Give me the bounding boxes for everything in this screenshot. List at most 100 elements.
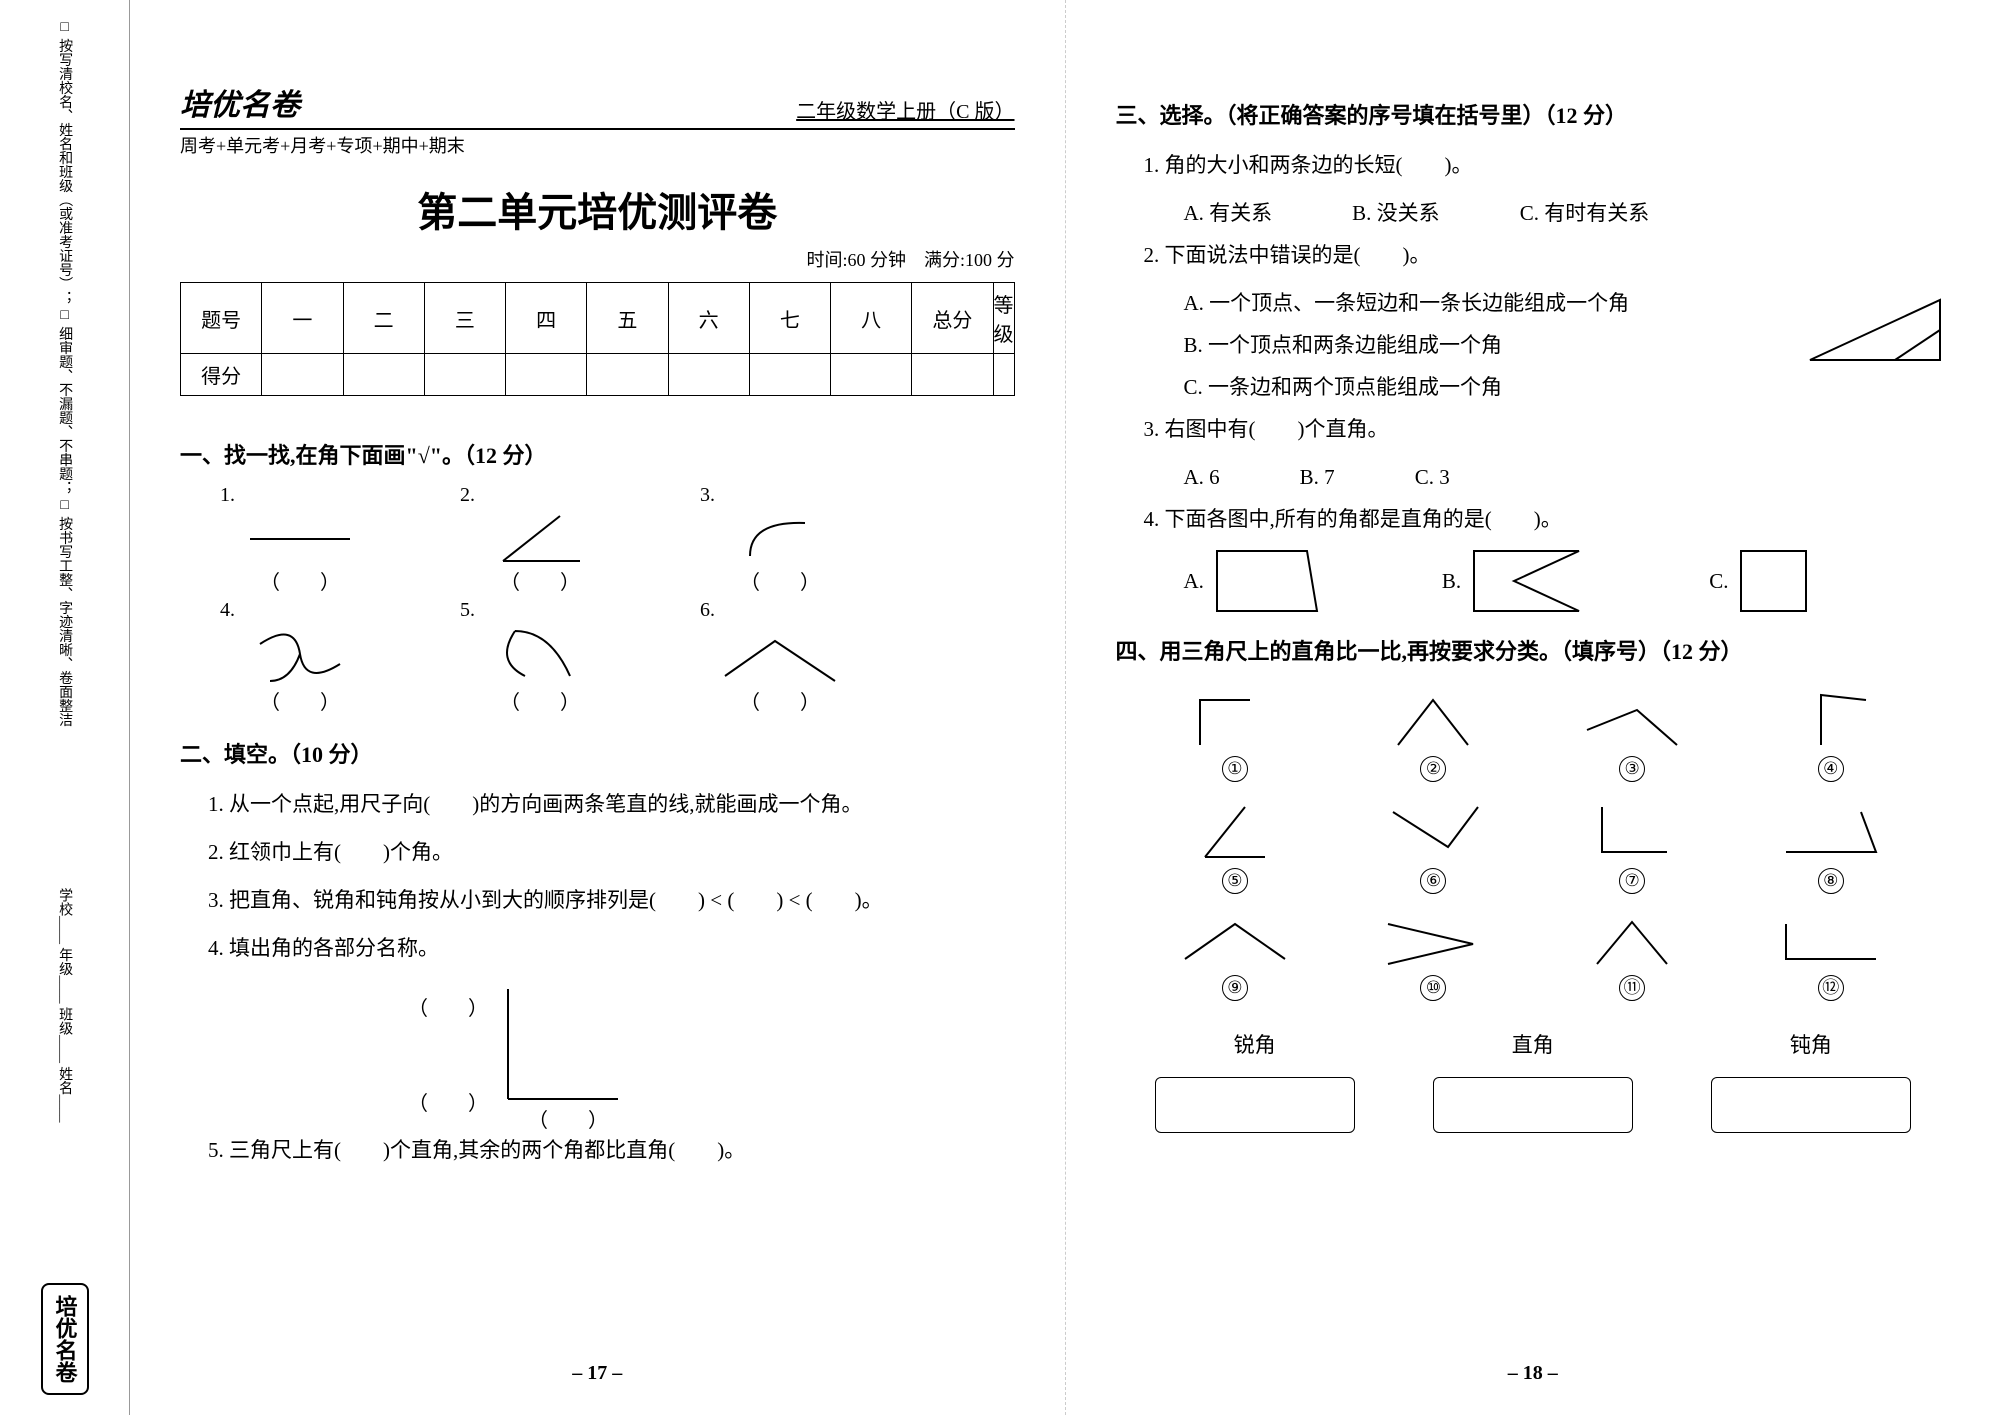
fig-5-label: 5. bbox=[460, 599, 475, 622]
class-acute: 锐角 bbox=[1234, 1029, 1276, 1059]
s4-n5: ⑤ bbox=[1222, 868, 1248, 894]
score-header-row: 题号 一 二 三 四 五 六 七 八 总分 等级 bbox=[181, 283, 1015, 354]
s4-n12: ⑫ bbox=[1818, 975, 1844, 1001]
fig-3: 3. （ ） bbox=[700, 484, 860, 595]
section-2-body: 1. 从一个点起,用尺子向( )的方向画两条笔直的线,就能画成一个角。 2. 红… bbox=[208, 783, 1015, 1177]
s4-row-2: ⑤ ⑥ ⑦ ⑧ bbox=[1136, 802, 1931, 894]
s3-q3-c: C. 3 bbox=[1415, 456, 1450, 498]
s3-q3-a: A. 6 bbox=[1184, 456, 1220, 498]
s2-q1: 1. 从一个点起,用尺子向( )的方向画两条笔直的线,就能画成一个角。 bbox=[208, 783, 1015, 825]
fig-5: 5. （ ） bbox=[460, 599, 620, 715]
col-8: 八 bbox=[831, 283, 912, 354]
fig-5-paren: （ ） bbox=[500, 686, 580, 715]
brand-title: 培优名卷 bbox=[180, 80, 300, 124]
s3-q1-b: B. 没关系 bbox=[1352, 192, 1440, 234]
s3-q1-options: A. 有关系 B. 没关系 C. 有时有关系 bbox=[1184, 192, 1951, 234]
fig-row-2: 4. （ ） 5. （ ） 6. （ ） bbox=[220, 599, 1015, 715]
sidebar-fields: 学校____ 年级____ 班级____ 姓名____ bbox=[52, 888, 77, 1123]
col-6: 六 bbox=[668, 283, 749, 354]
s4-row-1: ① ② ③ ④ bbox=[1136, 690, 1931, 782]
fig-2-paren: （ ） bbox=[500, 566, 580, 595]
s4-class-boxes bbox=[1116, 1077, 1951, 1133]
grade-label: 二年级数学上册（C 版） bbox=[796, 95, 1014, 124]
s2-q4-label-a: （ ） bbox=[408, 989, 488, 1029]
s4-row-3: ⑨ ⑩ ⑪ ⑫ bbox=[1136, 914, 1931, 1001]
section-3-title: 三、选择。（将正确答案的序号填在括号里）（12 分） bbox=[1116, 98, 1951, 130]
s3-q1-c: C. 有时有关系 bbox=[1520, 192, 1650, 234]
s3-q4-options: A. B. C. bbox=[1184, 546, 1951, 616]
fig-6-label: 6. bbox=[700, 599, 715, 622]
col-4: 四 bbox=[506, 283, 587, 354]
s4-n1: ① bbox=[1222, 756, 1248, 782]
row-h: 得分 bbox=[181, 354, 262, 396]
col-grade: 等级 bbox=[993, 283, 1014, 354]
col-total: 总分 bbox=[912, 283, 993, 354]
answer-sheet-sidebar: □ 按写清校名、姓名和班级（或准考证号）； □ 细审题、不漏题、不串题； □ 按… bbox=[0, 0, 130, 1415]
s3-q1: 1. 角的大小和两条边的长短( )。 bbox=[1144, 144, 1951, 186]
fig-2-label: 2. bbox=[460, 484, 475, 507]
s2-q4-label-b: （ ） bbox=[408, 1084, 488, 1124]
page-18: 三、选择。（将正确答案的序号填在括号里）（12 分） 1. 角的大小和两条边的长… bbox=[1066, 0, 2000, 1415]
fig-4: 4. （ ） bbox=[220, 599, 380, 715]
paper-title: 第二单元培优测评卷 bbox=[180, 180, 1015, 238]
col-h: 题号 bbox=[181, 283, 262, 354]
s2-q4: 4. 填出角的各部分名称。 bbox=[208, 927, 1015, 969]
s3-q3-b: B. 7 bbox=[1300, 456, 1335, 498]
fig-row-1: 1. （ ） 2. （ ） 3. （ ） bbox=[220, 484, 1015, 595]
s3-q4: 4. 下面各图中,所有的角都是直角的是( )。 bbox=[1144, 498, 1951, 540]
s4-n6: ⑥ bbox=[1420, 868, 1446, 894]
paper-meta: 时间:60 分钟 满分:100 分 bbox=[180, 246, 1015, 272]
col-3: 三 bbox=[424, 283, 505, 354]
box-acute bbox=[1155, 1077, 1355, 1133]
s3-q3-options: A. 6 B. 7 C. 3 bbox=[1184, 456, 1951, 498]
s3-q3: 3. 右图中有( )个直角。 bbox=[1144, 408, 1951, 450]
col-2: 二 bbox=[343, 283, 424, 354]
sidebar-rules: □ 按写清校名、姓名和班级（或准考证号）； □ 细审题、不漏题、不串题； □ 按… bbox=[52, 20, 77, 727]
fig-1-paren: （ ） bbox=[260, 566, 340, 595]
s2-q4-label-c: （ ） bbox=[528, 1101, 608, 1141]
s3-q4-b: B. bbox=[1442, 560, 1461, 602]
score-table: 题号 一 二 三 四 五 六 七 八 总分 等级 得分 bbox=[180, 282, 1015, 396]
section-2-title: 二、填空。（10 分） bbox=[180, 737, 1015, 769]
page-number-right: – 18 – bbox=[1116, 1362, 1951, 1385]
s3-q2-c: C. 一条边和两个顶点能组成一个角 bbox=[1184, 366, 1951, 408]
score-value-row: 得分 bbox=[181, 354, 1015, 396]
class-obtuse: 钝角 bbox=[1790, 1029, 1832, 1059]
box-right bbox=[1433, 1077, 1633, 1133]
s4-n8: ⑧ bbox=[1818, 868, 1844, 894]
s4-n4: ④ bbox=[1818, 756, 1844, 782]
s3-q3-figure bbox=[1800, 290, 1950, 370]
fig-1-label: 1. bbox=[220, 484, 235, 507]
col-7: 七 bbox=[749, 283, 830, 354]
class-right: 直角 bbox=[1512, 1029, 1554, 1059]
fig-2: 2. （ ） bbox=[460, 484, 620, 595]
s3-q4-c: C. bbox=[1709, 560, 1728, 602]
s4-n10: ⑩ bbox=[1420, 975, 1446, 1001]
section-4-title: 四、用三角尺上的直角比一比,再按要求分类。（填序号）（12 分） bbox=[1116, 634, 1951, 666]
section-3-body: 1. 角的大小和两条边的长短( )。 A. 有关系 B. 没关系 C. 有时有关… bbox=[1144, 144, 1951, 616]
page-number-left: – 17 – bbox=[180, 1362, 1015, 1385]
s4-n9: ⑨ bbox=[1222, 975, 1248, 1001]
fig-6-paren: （ ） bbox=[740, 686, 820, 715]
s2-q2: 2. 红领巾上有( )个角。 bbox=[208, 831, 1015, 873]
fig-3-paren: （ ） bbox=[740, 566, 820, 595]
s3-q2: 2. 下面说法中错误的是( )。 bbox=[1144, 234, 1951, 276]
box-obtuse bbox=[1711, 1077, 1911, 1133]
fig-1: 1. （ ） bbox=[220, 484, 380, 595]
sub-heading: 周考+单元考+月考+专项+期中+期末 bbox=[180, 132, 1015, 158]
col-5: 五 bbox=[587, 283, 668, 354]
fig-3-label: 3. bbox=[700, 484, 715, 507]
s2-q3: 3. 把直角、锐角和钝角按从小到大的顺序排列是( ) < ( ) < ( )。 bbox=[208, 879, 1015, 921]
section-1-title: 一、找一找,在角下面画"√"。（12 分） bbox=[180, 438, 1015, 470]
fig-6: 6. （ ） bbox=[700, 599, 860, 715]
page-17: 培优名卷 二年级数学上册（C 版） 周考+单元考+月考+专项+期中+期末 第二单… bbox=[130, 0, 1066, 1415]
s3-q1-a: A. 有关系 bbox=[1184, 192, 1273, 234]
s4-n3: ③ bbox=[1619, 756, 1645, 782]
s4-n11: ⑪ bbox=[1619, 975, 1645, 1001]
s3-q4-a: A. bbox=[1184, 560, 1204, 602]
s4-n2: ② bbox=[1420, 756, 1446, 782]
s3-q3-text: 3. 右图中有( )个直角。 bbox=[1144, 417, 1389, 441]
sidebar-logo-text: 培优名卷 bbox=[53, 1295, 78, 1383]
col-1: 一 bbox=[262, 283, 343, 354]
sidebar-logo: 培优名卷 bbox=[41, 1283, 89, 1395]
